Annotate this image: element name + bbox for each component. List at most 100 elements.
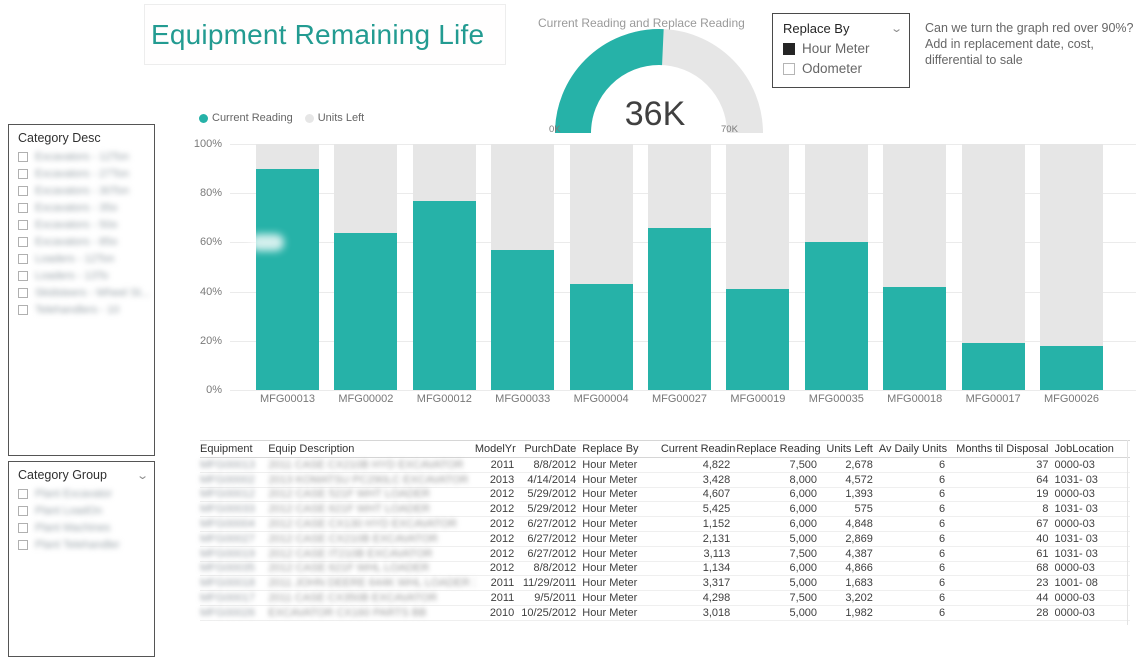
table-cell[interactable]: 1031- 03 xyxy=(1054,546,1130,562)
current-reading-segment[interactable] xyxy=(491,249,555,390)
table-row[interactable]: MFG00017 2011 CASE CX350B EXCAVATOR 2011 9/… xyxy=(200,590,1130,606)
unchecked-checkbox-icon[interactable] xyxy=(18,304,28,315)
table-cell[interactable]: 2011 xyxy=(474,590,521,606)
table-cell[interactable]: 37 xyxy=(951,457,1055,473)
table-cell[interactable]: 5/29/2012 xyxy=(520,501,583,518)
table-cell[interactable]: Hour Meter xyxy=(582,487,661,503)
table-cell[interactable]: 2011 xyxy=(474,457,521,473)
table-cell[interactable]: 2,678 xyxy=(823,457,879,473)
category-group-option[interactable]: Plant Machines xyxy=(18,519,154,536)
stacked-bar-MFG00018[interactable] xyxy=(883,144,947,390)
blurred-cell[interactable]: MFG00012 xyxy=(200,487,269,503)
table-cell[interactable]: 68 xyxy=(951,561,1055,577)
chevron-down-icon[interactable]: ⌄ xyxy=(889,23,903,35)
category-group-option[interactable]: Plant Telehandler xyxy=(18,536,154,553)
blurred-cell[interactable]: MFG00018 xyxy=(200,575,269,592)
units-left-segment[interactable] xyxy=(961,144,1025,344)
category-desc-option[interactable]: Telehandlers - 10 xyxy=(18,301,154,318)
table-cell[interactable]: 4,572 xyxy=(823,472,879,488)
table-cell[interactable]: 2012 xyxy=(474,501,521,518)
table-cell[interactable]: 6 xyxy=(878,487,952,503)
replace-by-option[interactable]: Odometer xyxy=(783,61,909,76)
table-cell[interactable]: 3,018 xyxy=(660,605,737,621)
unchecked-checkbox-icon[interactable] xyxy=(18,253,28,264)
table-cell[interactable]: 2012 xyxy=(474,516,521,532)
table-row[interactable]: MFG00019 2012 CASE IT210B EXCAVATOR 2012 6/… xyxy=(200,546,1130,562)
blurred-cell[interactable]: 2012 CASE 621F WHT LOADER xyxy=(268,501,475,518)
stacked-bar-MFG00033[interactable] xyxy=(491,144,555,390)
column-header[interactable]: Months til Disposal xyxy=(951,440,1055,458)
table-cell[interactable]: Hour Meter xyxy=(582,590,661,606)
table-row[interactable]: MFG00012 2012 CASE 521F WHT LOADER 2012 5/2… xyxy=(200,487,1130,503)
table-cell[interactable]: Hour Meter xyxy=(582,575,661,592)
table-cell[interactable]: Hour Meter xyxy=(582,605,661,621)
table-cell[interactable]: 4,822 xyxy=(660,457,737,473)
table-row[interactable]: MFG00026 EXCAVATOR CX160 PARTS BB 2010 10/2… xyxy=(200,605,1130,621)
table-cell[interactable]: 2,131 xyxy=(660,531,737,547)
table-cell[interactable]: 7,500 xyxy=(736,546,824,562)
table-cell[interactable]: 2012 xyxy=(474,531,521,547)
table-row[interactable]: MFG00004 2012 CASE CX130 HYD EXCAVATOR 201… xyxy=(200,516,1130,532)
table-cell[interactable]: 6 xyxy=(878,575,952,592)
table-cell[interactable]: 2013 xyxy=(474,472,521,488)
table-cell[interactable]: 6,000 xyxy=(736,516,824,532)
table-cell[interactable]: 6/27/2012 xyxy=(520,546,583,562)
blurred-cell[interactable]: 2012 CASE IT210B EXCAVATOR xyxy=(268,546,475,562)
table-cell[interactable]: 6 xyxy=(878,457,952,473)
blurred-cell[interactable]: MFG00002 xyxy=(200,472,269,488)
blurred-cell[interactable]: 2011 CASE CX350B EXCAVATOR xyxy=(268,590,475,606)
current-reading-segment[interactable] xyxy=(726,289,790,390)
unchecked-checkbox-icon[interactable] xyxy=(18,505,28,516)
stacked-bar-MFG00004[interactable] xyxy=(569,144,633,390)
table-row[interactable]: MFG00002 2013 KOMATSU PC290LC EXCAVATOR 20… xyxy=(200,472,1130,488)
table-cell[interactable]: Hour Meter xyxy=(582,516,661,532)
units-left-segment[interactable] xyxy=(334,144,398,233)
table-cell[interactable]: Hour Meter xyxy=(582,546,661,562)
table-cell[interactable]: 6,000 xyxy=(736,501,824,518)
blurred-cell[interactable]: MFG00027 xyxy=(200,531,269,547)
unchecked-checkbox-icon[interactable] xyxy=(18,539,28,550)
table-cell[interactable]: 5,000 xyxy=(736,605,824,621)
table-cell[interactable]: 4,848 xyxy=(823,516,879,532)
table-cell[interactable]: 0000-03 xyxy=(1054,590,1130,606)
current-reading-segment[interactable] xyxy=(412,200,476,390)
table-cell[interactable]: 575 xyxy=(823,501,879,518)
current-reading-segment[interactable] xyxy=(1040,345,1103,390)
category-desc-option[interactable]: Excavators - 27Ton xyxy=(18,165,154,182)
blurred-cell[interactable]: MFG00017 xyxy=(200,590,269,606)
blurred-cell[interactable]: 2012 CASE CX210B EXCAVATOR xyxy=(268,531,475,547)
table-cell[interactable]: 0000-03 xyxy=(1054,487,1130,503)
units-left-segment[interactable] xyxy=(491,144,555,250)
table-row[interactable]: MFG00027 2012 CASE CX210B EXCAVATOR 2012 6/… xyxy=(200,531,1130,547)
category-desc-option[interactable]: Excavators - 50o xyxy=(18,216,154,233)
table-cell[interactable]: 1,982 xyxy=(823,605,879,621)
table-cell[interactable]: 23 xyxy=(951,575,1055,592)
category-group-header[interactable]: Category Group ⌄ xyxy=(18,468,154,482)
unchecked-checkbox-icon[interactable] xyxy=(18,151,28,162)
table-cell[interactable]: 6 xyxy=(878,561,952,577)
replace-by-slicer-header[interactable]: Replace By ⌄ xyxy=(783,21,909,36)
table-cell[interactable]: 8/8/2012 xyxy=(520,457,583,473)
table-cell[interactable]: 4,387 xyxy=(823,546,879,562)
stacked-bar-MFG00017[interactable] xyxy=(961,144,1025,390)
table-cell[interactable]: 40 xyxy=(951,531,1055,547)
category-desc-option[interactable]: Excavators - 35o xyxy=(18,199,154,216)
table-cell[interactable]: 2012 xyxy=(474,546,521,562)
table-cell[interactable]: Hour Meter xyxy=(582,501,661,518)
column-header[interactable]: JobLocation xyxy=(1054,440,1130,458)
table-cell[interactable]: 0000-03 xyxy=(1054,605,1130,621)
current-reading-segment[interactable] xyxy=(883,286,947,390)
table-cell[interactable]: 2,869 xyxy=(823,531,879,547)
table-cell[interactable]: 1001- 08 xyxy=(1054,575,1130,592)
current-reading-segment[interactable] xyxy=(256,168,319,390)
table-cell[interactable]: 5/29/2012 xyxy=(520,487,583,503)
unchecked-checkbox-icon[interactable] xyxy=(783,62,795,75)
column-header[interactable]: PurchDate xyxy=(520,440,583,458)
table-cell[interactable]: 2011 xyxy=(474,575,521,592)
unchecked-checkbox-icon[interactable] xyxy=(18,488,28,499)
column-header[interactable]: Current Reading xyxy=(660,440,737,458)
stacked-bar-MFG00026[interactable] xyxy=(1040,144,1103,390)
unchecked-checkbox-icon[interactable] xyxy=(18,202,28,213)
table-cell[interactable]: 0000-03 xyxy=(1054,457,1130,473)
table-cell[interactable]: 3,317 xyxy=(660,575,737,592)
